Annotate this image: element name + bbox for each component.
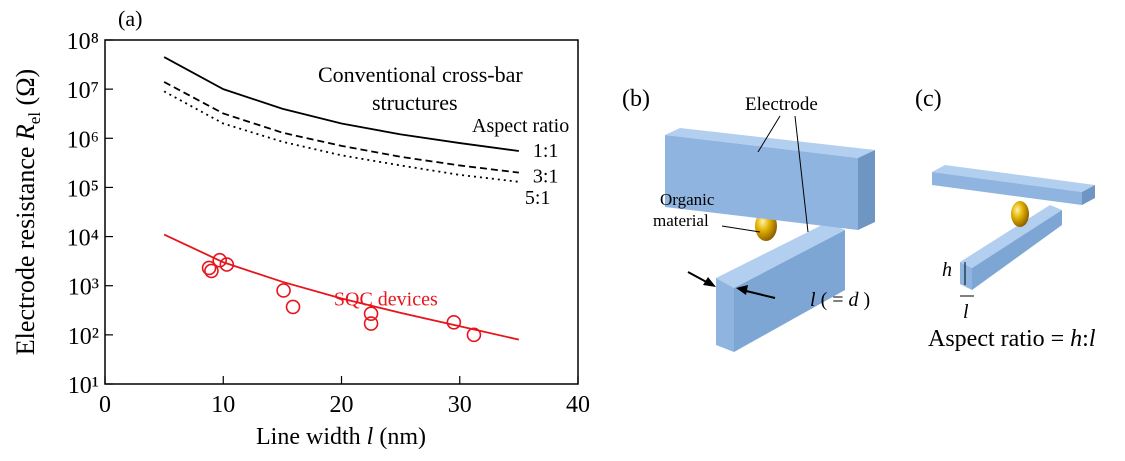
arrow-head (703, 277, 716, 287)
plot-frame (105, 40, 578, 384)
series-label: SQC devices (334, 289, 438, 311)
x-tick-label: 20 (330, 392, 354, 418)
annotation: structures (372, 90, 458, 115)
width-text: ( = (816, 289, 849, 311)
organic-label: material (653, 211, 709, 230)
panel-label: (c) (915, 86, 942, 112)
panel-label: (b) (622, 86, 650, 112)
y-tick-label: 10² (68, 324, 99, 350)
series-label: 5:1 (525, 187, 551, 209)
y-label-text: Electrode resistance (11, 140, 40, 355)
width-close: ) (859, 289, 871, 311)
series-line (164, 91, 519, 181)
width-label: l ( = d ) (810, 289, 870, 311)
annotation: Conventional cross-bar (318, 62, 523, 87)
caption: Aspect ratio = h:l (928, 326, 1096, 352)
caption-text: Aspect ratio = (928, 326, 1070, 352)
caption-l: l (1089, 326, 1096, 352)
caption-h: h (1070, 326, 1082, 352)
y-label-subscript: el (25, 112, 44, 125)
caption-sep: : (1082, 326, 1089, 352)
y-tick-label: 10¹ (68, 373, 99, 399)
y-tick-label: 10⁷ (67, 78, 99, 104)
organic-label: Organic (660, 190, 715, 209)
figure: (a) Electrode resistance Rel (Ω) Line wi… (0, 0, 1125, 456)
series-line (164, 82, 519, 173)
x-label-unit: (nm) (373, 424, 426, 450)
panel-label: (a) (118, 6, 142, 31)
h-label: h (942, 259, 952, 281)
data-point (287, 300, 300, 313)
data-point (365, 317, 378, 330)
x-axis-label: Line width l (nm) (256, 424, 426, 450)
data-point (447, 316, 460, 329)
x-tick-label: 10 (211, 392, 235, 418)
l-label: l (963, 301, 969, 323)
series-line (164, 235, 519, 340)
leader-line (722, 226, 760, 232)
x-label-text: Line width (256, 424, 367, 450)
x-tick-label: 0 (99, 392, 111, 418)
y-tick-label: 10⁶ (67, 127, 99, 153)
y-tick-label: 10⁸ (67, 29, 99, 55)
y-label-unit: (Ω) (11, 69, 40, 112)
series-label: 1:1 (533, 140, 559, 162)
x-tick-label: 30 (448, 392, 472, 418)
electrode-front (716, 278, 734, 352)
data-point (277, 284, 290, 297)
y-tick-label: 10⁴ (67, 226, 99, 252)
x-tick-label: 40 (566, 392, 590, 418)
y-axis-label: Electrode resistance Rel (Ω) (11, 69, 44, 355)
annotation: Aspect ratio (472, 115, 569, 137)
organic-molecule (1011, 201, 1029, 227)
electrode-label: Electrode (745, 94, 818, 115)
y-label-symbol: R (11, 124, 40, 141)
electrode-side (858, 150, 875, 230)
y-tick-label: 10⁵ (67, 176, 99, 202)
series-label: 3:1 (533, 166, 559, 188)
y-tick-label: 10³ (68, 275, 99, 301)
